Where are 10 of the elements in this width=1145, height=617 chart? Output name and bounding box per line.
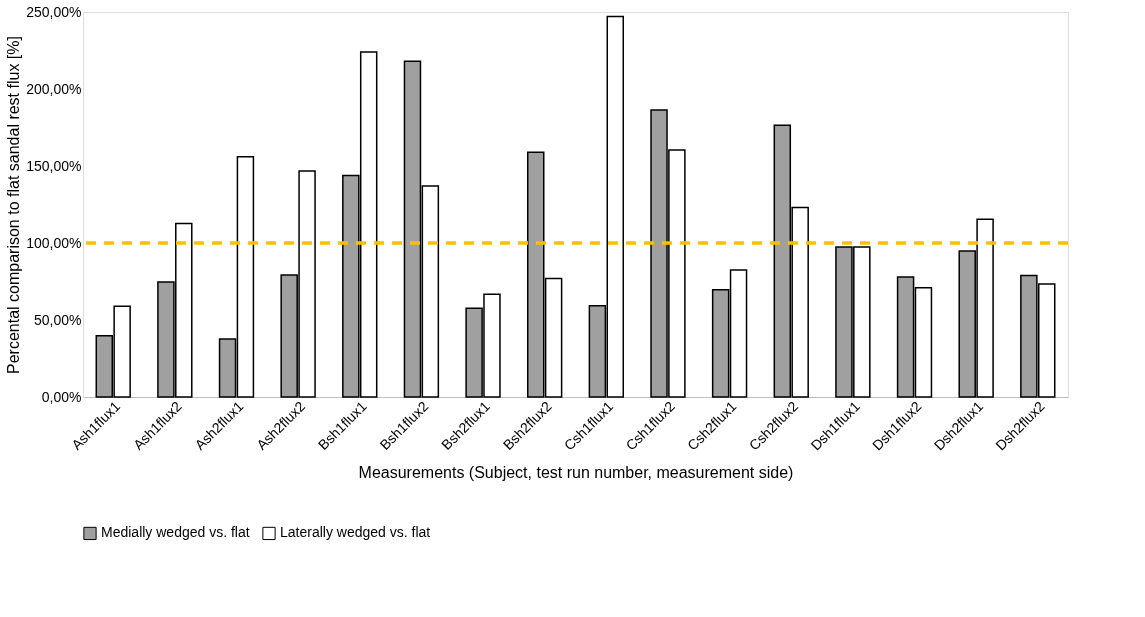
y-tick-label: 250,00% [26, 3, 82, 20]
y-tick-label: 0,00% [41, 388, 82, 405]
y-tick-label: 50,00% [34, 311, 82, 328]
y-axis-title: Percental comparison to flat sandal rest flux [%] [5, 36, 23, 374]
legend-label: Laterally wedged vs. flat [280, 524, 431, 541]
y-tick-label: 100,00% [26, 234, 82, 251]
x-axis-title: Measurements (Subject, test run number, measurement side) [358, 464, 794, 482]
y-tick-label: 200,00% [26, 80, 82, 97]
y-tick-label: 150,00% [26, 157, 82, 174]
legend-label: Medially wedged vs. flat [101, 524, 250, 541]
